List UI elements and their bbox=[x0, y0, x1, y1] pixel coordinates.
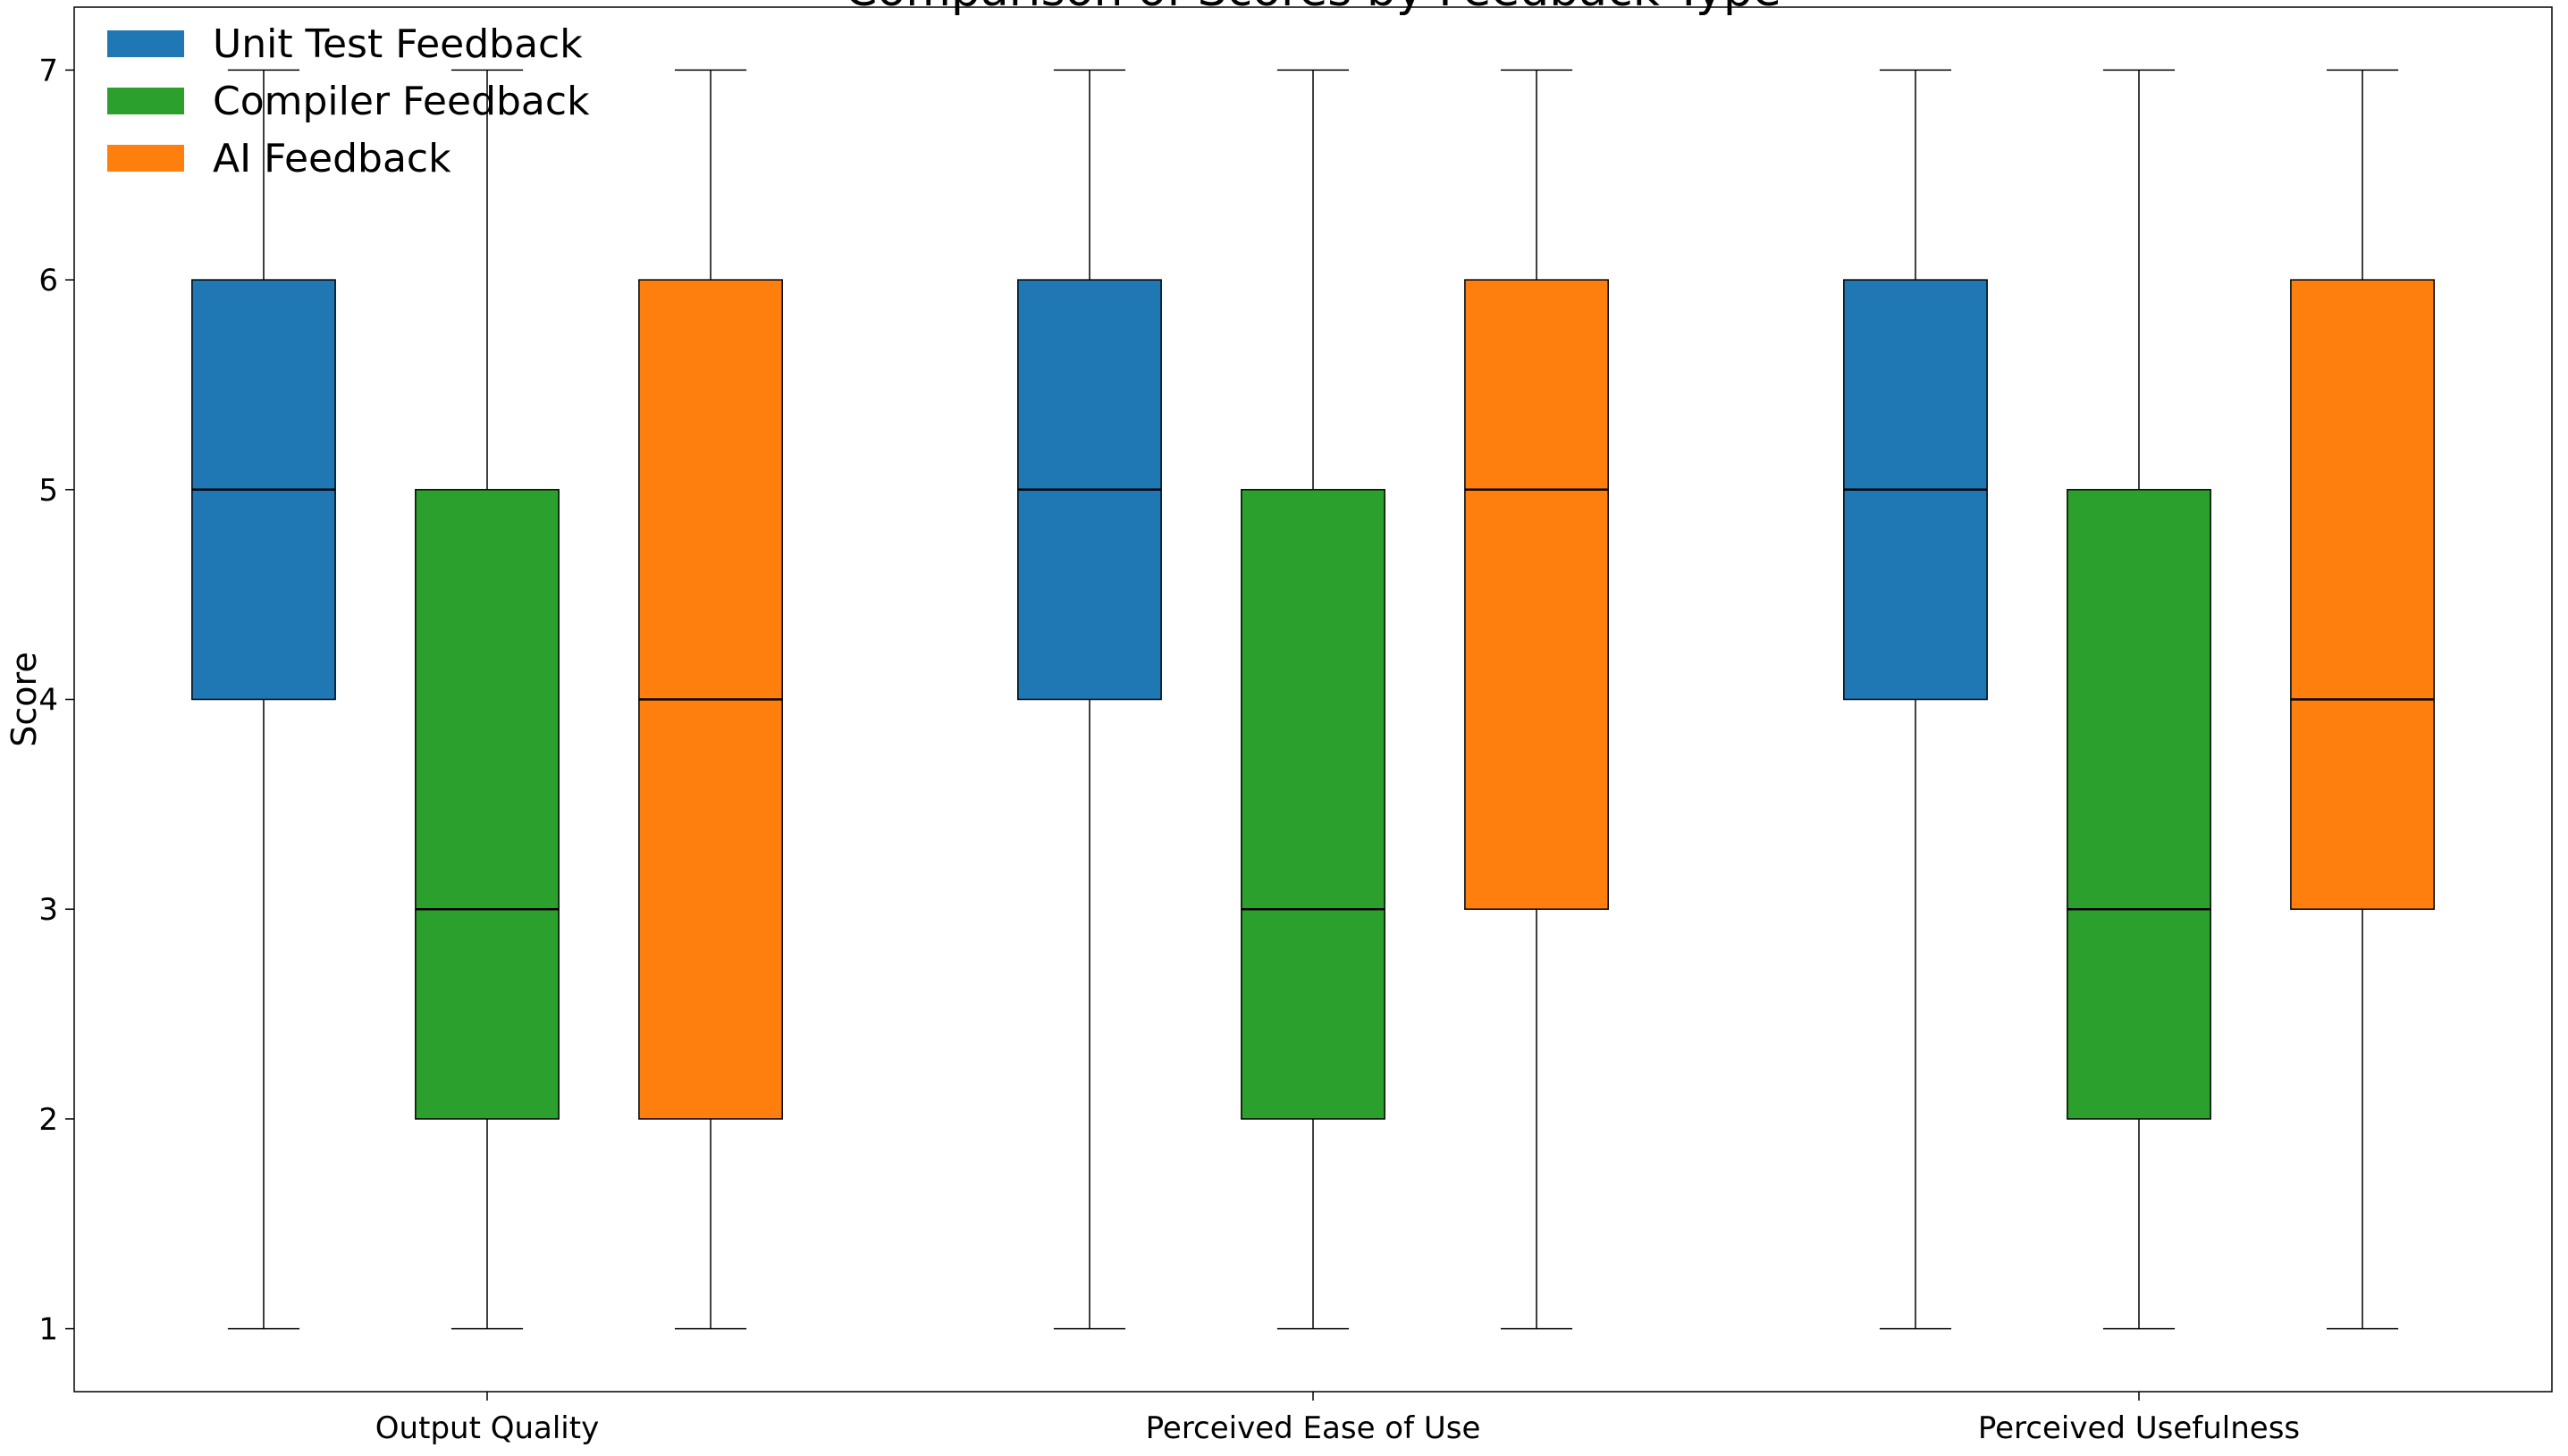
y-tick-label: 7 bbox=[38, 53, 58, 88]
box-ai-feedback-perceived-ease-of-use bbox=[1464, 69, 1609, 1330]
x-tick-label: Perceived Ease of Use bbox=[1146, 1410, 1481, 1446]
box-compiler-feedback-perceived-usefulness bbox=[2067, 69, 2211, 1330]
legend-item: Unit Test Feedback bbox=[107, 21, 583, 67]
box-unit-test-feedback-perceived-ease-of-use bbox=[1017, 69, 1162, 1330]
box-iqr bbox=[2290, 279, 2435, 910]
y-tick-label: 6 bbox=[38, 263, 58, 299]
x-tick-label: Perceived Usefulness bbox=[1978, 1410, 2300, 1446]
legend-label: Compiler Feedback bbox=[213, 79, 590, 124]
legend-label: AI Feedback bbox=[213, 136, 451, 181]
y-tick-label: 3 bbox=[38, 892, 58, 928]
box-unit-test-feedback-perceived-usefulness bbox=[1843, 69, 1988, 1330]
box-iqr bbox=[2067, 489, 2211, 1120]
legend-item: AI Feedback bbox=[107, 136, 451, 181]
box-compiler-feedback-output-quality bbox=[415, 69, 560, 1330]
y-tick-label: 5 bbox=[38, 473, 58, 509]
x-tick-label: Output Quality bbox=[375, 1410, 599, 1446]
box-compiler-feedback-perceived-ease-of-use bbox=[1241, 69, 1385, 1330]
legend-swatch bbox=[107, 30, 184, 57]
box-unit-test-feedback-output-quality bbox=[191, 69, 336, 1330]
legend-swatch bbox=[107, 145, 184, 172]
box-ai-feedback-perceived-usefulness bbox=[2290, 69, 2435, 1330]
y-tick-label: 1 bbox=[38, 1312, 58, 1348]
box-iqr bbox=[1241, 489, 1385, 1120]
y-axis-label: Score bbox=[4, 652, 44, 746]
legend-swatch bbox=[107, 88, 184, 114]
box-iqr bbox=[1464, 279, 1609, 910]
y-tick-label: 2 bbox=[38, 1102, 58, 1138]
chart-title: Comparison of Scores by Feedback Type bbox=[845, 0, 1781, 17]
box-iqr bbox=[415, 489, 560, 1120]
y-tick-label: 4 bbox=[38, 683, 58, 719]
legend-label: Unit Test Feedback bbox=[213, 21, 583, 67]
box-ai-feedback-output-quality bbox=[638, 69, 783, 1330]
legend-item: Compiler Feedback bbox=[107, 79, 590, 124]
